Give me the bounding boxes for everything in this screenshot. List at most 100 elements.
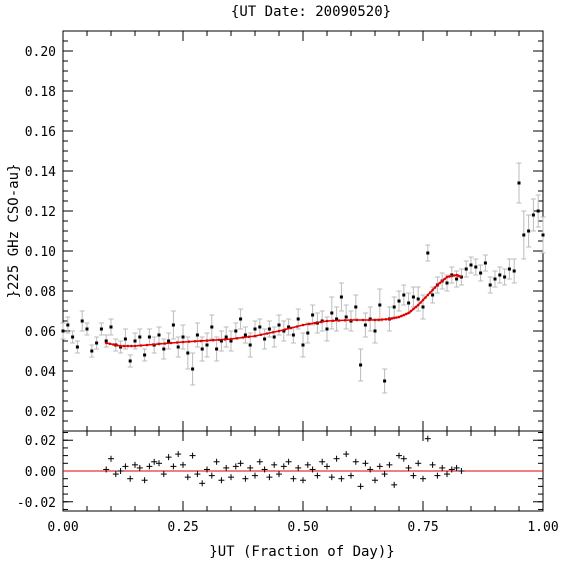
top-y-tick-label: 0.08: [25, 285, 56, 300]
residual-marker: [204, 466, 210, 473]
fit-curve-dot: [384, 317, 388, 321]
data-point: [397, 299, 401, 303]
data-point: [167, 339, 171, 343]
bottom-y-tick-label: 0.02: [25, 434, 56, 449]
fit-curve-dot: [380, 318, 384, 321]
residual-marker: [352, 458, 359, 465]
residual-marker: [261, 466, 268, 473]
x-tick-label: 0.00: [47, 520, 78, 535]
residual-marker: [280, 463, 287, 470]
fit-curve-dot: [130, 344, 133, 348]
top-y-tick-label: 0.16: [25, 125, 56, 140]
residual-marker: [151, 458, 158, 465]
residual-marker: [420, 475, 426, 482]
residual-marker: [247, 464, 254, 471]
residual-marker: [160, 471, 167, 478]
fit-curve-dot: [452, 274, 456, 277]
residual-marker: [376, 463, 383, 470]
fit-curve-dot: [253, 334, 257, 338]
top-y-tick-label: 0.20: [25, 45, 56, 60]
fit-curve-dot: [145, 343, 149, 347]
residual-marker: [271, 461, 278, 468]
data-point: [61, 329, 65, 333]
data-point: [378, 303, 382, 307]
bottom-panel: 0.02 0.00 -0.02 0.00 0.25 0.50 0.75 1.00: [17, 430, 559, 535]
fit-curve-dot: [325, 319, 329, 323]
fit-curve-dot: [424, 296, 427, 299]
data-point: [243, 333, 247, 337]
data-point: [133, 339, 137, 343]
residual-marker: [400, 455, 407, 462]
data-point: [287, 325, 291, 329]
fit-curve-dot: [271, 330, 275, 334]
top-y-tick-label: 0.04: [25, 365, 56, 380]
fit-curve-dot: [404, 312, 408, 316]
fit-curve-dot: [395, 316, 398, 319]
residual-marker: [348, 472, 354, 479]
fit-curve-dot: [414, 305, 418, 309]
data-point-layer: [61, 181, 545, 383]
data-point: [498, 273, 502, 277]
fit-curve-dot: [407, 311, 410, 315]
fit-curve-dot: [169, 341, 173, 345]
data-point: [541, 233, 545, 237]
residual-marker: [141, 477, 148, 484]
fit-curve-dot: [450, 274, 454, 278]
residual-marker: [328, 474, 335, 481]
data-point: [99, 327, 103, 331]
residual-marker: [184, 474, 191, 481]
residual-marker: [266, 474, 273, 481]
residual-marker: [295, 464, 302, 471]
fit-curve-dot: [448, 275, 451, 278]
data-point: [493, 277, 497, 281]
bottom-y-axis: 0.02 0.00 -0.02: [17, 432, 543, 511]
top-y-tick-label: 0.14: [25, 165, 56, 180]
residual-marker: [434, 472, 441, 479]
residual-marker: [146, 463, 153, 470]
fit-curve-dot: [122, 344, 126, 348]
data-point: [224, 335, 228, 339]
data-point: [85, 327, 89, 331]
fit-curve-dot: [421, 298, 425, 302]
fit-curve-dot: [373, 318, 377, 322]
data-point: [363, 323, 367, 327]
residual-marker: [213, 458, 220, 465]
fit-curve-dot: [313, 321, 317, 325]
data-point: [301, 343, 305, 347]
fit-curve-dot: [187, 340, 191, 343]
residual-marker: [112, 471, 119, 478]
residual-marker: [228, 474, 234, 481]
fit-curve-dot: [181, 340, 185, 344]
data-point: [104, 339, 108, 343]
fit-curve-dot: [402, 313, 406, 317]
top-y-tick-label: 0.10: [25, 245, 56, 260]
fit-curve-dot: [426, 293, 430, 297]
x-tick-label: 0.50: [287, 520, 318, 535]
fit-curve-dot: [265, 332, 269, 335]
errorbar-layer: [60, 162, 546, 394]
fit-curve-dot: [445, 275, 449, 279]
data-point: [138, 335, 142, 339]
fit-curve-dot: [377, 318, 380, 322]
data-point: [277, 323, 281, 327]
data-point: [416, 297, 420, 301]
fit-curve-dot: [157, 342, 161, 346]
residual-marker: [189, 452, 196, 459]
data-point: [503, 275, 507, 279]
data-point: [109, 325, 113, 329]
data-point: [282, 329, 286, 333]
bottom-y-tick-label: -0.02: [17, 496, 56, 511]
data-point: [200, 347, 204, 351]
residual-marker: [391, 481, 398, 488]
fit-curve-dot: [119, 344, 122, 348]
data-point: [325, 327, 329, 331]
data-point: [128, 359, 132, 363]
residual-marker: [127, 475, 134, 482]
data-point: [248, 343, 252, 347]
residual-marker: [165, 454, 172, 461]
data-point: [464, 267, 468, 271]
fit-curve-dot: [355, 318, 359, 322]
fit-curve-dot: [133, 344, 137, 348]
fit-curve-dot: [431, 288, 434, 292]
data-point: [368, 317, 372, 321]
